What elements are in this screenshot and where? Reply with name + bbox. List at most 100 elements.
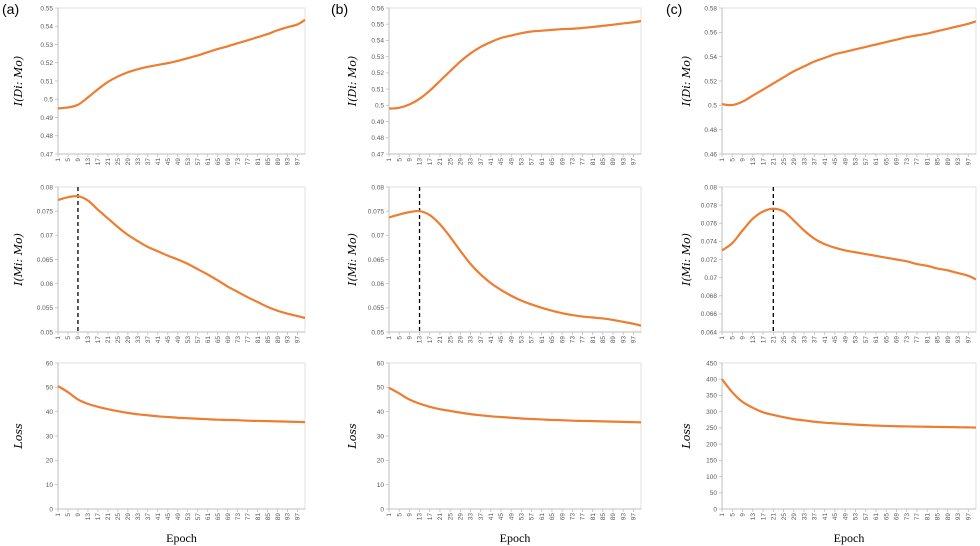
x-tick-label: 29 [791, 336, 798, 344]
x-tick-label: 73 [904, 336, 911, 344]
y-axis-label: I(Mi: Mo) [12, 233, 25, 287]
y-tick-label: 0 [380, 506, 384, 513]
x-tick-label: 5 [396, 513, 403, 517]
y-tick-label: 0.53 [371, 54, 384, 61]
y-tick-label: 0.54 [40, 24, 53, 31]
y-tick-label: 0.07 [371, 233, 384, 240]
x-tick-label: 85 [600, 158, 607, 166]
x-tick-label: 97 [295, 336, 302, 344]
x-tick-label: 65 [883, 158, 890, 166]
x-tick-label: 45 [498, 336, 505, 344]
y-axis-label: Loss [346, 423, 359, 450]
x-tick-label: 69 [225, 158, 232, 166]
x-tick-label: 37 [812, 513, 819, 521]
x-tick-label: 53 [853, 513, 860, 521]
panel-label: (c) [666, 1, 682, 17]
x-tick-label: 45 [832, 513, 839, 521]
y-tick-label: 100 [706, 474, 717, 481]
x-tick-label: 65 [883, 513, 890, 521]
series-line-imimo [57, 194, 306, 320]
x-tick-label: 73 [904, 513, 911, 521]
x-tick-label: 45 [832, 158, 839, 166]
x-tick-label: 1 [386, 336, 393, 340]
x-tick-label: 13 [85, 158, 92, 166]
y-tick-label: 0.56 [704, 30, 717, 37]
x-tick-label: 89 [945, 336, 952, 344]
x-tick-label: 89 [610, 158, 617, 166]
plot-frame [721, 362, 977, 510]
x-tick-label: 57 [195, 158, 202, 166]
x-tick-label: 5 [65, 158, 72, 162]
x-tick-label: 21 [771, 336, 778, 344]
y-tick-label: 10 [46, 482, 54, 489]
x-tick-label: 5 [729, 158, 736, 162]
x-tick-label: 77 [580, 513, 587, 521]
x-tick-label: 9 [75, 158, 82, 162]
x-tick-label: 61 [539, 513, 546, 521]
y-tick-label: 0.46 [704, 151, 717, 158]
x-tick-label: 57 [863, 336, 870, 344]
x-tick-label: 97 [966, 336, 973, 344]
y-tick-label: 200 [706, 441, 717, 448]
x-tick-label: 1 [719, 513, 726, 517]
x-tick-label: 33 [801, 336, 808, 344]
y-tick-label: 0.55 [371, 22, 384, 29]
x-tick-label: 93 [285, 336, 292, 344]
x-tick-label: 61 [205, 513, 212, 521]
x-tick-label: 41 [822, 336, 829, 344]
x-tick-label: 89 [610, 336, 617, 344]
series-line-idimo [57, 18, 306, 110]
x-tick-label: 25 [781, 158, 788, 166]
x-tick-label: 41 [155, 513, 162, 521]
x-tick-label: 25 [447, 336, 454, 344]
x-tick-label: 85 [265, 336, 272, 344]
series-line-idimo [388, 19, 642, 110]
x-tick-label: 73 [904, 158, 911, 166]
x-tick-label: 69 [559, 158, 566, 166]
x-tick-label: 13 [750, 513, 757, 521]
x-tick-label: 29 [791, 513, 798, 521]
y-tick-label: 20 [377, 458, 385, 465]
x-tick-label: 77 [914, 158, 921, 166]
plot-frame [388, 186, 642, 333]
x-tick-label: 57 [529, 336, 536, 344]
x-tick-label: 33 [135, 336, 142, 344]
y-axis-label: I(Di: Mo) [680, 56, 693, 107]
y-tick-label: 0.58 [704, 5, 717, 12]
y-tick-label: 0.08 [40, 184, 53, 191]
y-tick-label: 0.05 [371, 329, 384, 336]
x-tick-label: 29 [791, 158, 798, 166]
x-tick-label: 57 [529, 158, 536, 166]
x-tick-label: 33 [468, 513, 475, 521]
y-tick-label: 30 [377, 433, 385, 440]
x-axis-label: Epoch [166, 531, 197, 545]
x-tick-label: 53 [519, 513, 526, 521]
chart-panel-5: 0.05 0.055 0.06 0.065 0.07 0.075 0.08 1 5 9 13 17 21… [346, 184, 642, 344]
x-tick-label: 1 [55, 158, 62, 162]
panel-label: (b) [331, 1, 348, 17]
x-tick-label: 29 [457, 336, 464, 344]
y-tick-label: 0.08 [371, 184, 384, 191]
x-tick-label: 21 [771, 158, 778, 166]
x-tick-label: 73 [569, 336, 576, 344]
y-tick-label: 0.5 [375, 103, 384, 110]
series-line-loss [57, 385, 306, 424]
x-tick-label: 9 [740, 158, 747, 162]
x-tick-label: 13 [750, 336, 757, 344]
series-line-idimo [721, 20, 977, 107]
x-tick-label: 41 [822, 513, 829, 521]
x-tick-label: 1 [55, 513, 62, 517]
y-axis-label: Loss [12, 423, 25, 450]
x-tick-label: 69 [559, 336, 566, 344]
y-axis-label: I(Di: Mo) [346, 56, 359, 107]
x-tick-label: 17 [427, 336, 434, 344]
x-tick-label: 37 [812, 336, 819, 344]
x-tick-label: 17 [95, 158, 102, 166]
x-tick-label: 85 [265, 158, 272, 166]
chart-panel-4: 0.47 0.48 0.49 0.5 0.51 0.52 0.53 0.54 0.55 0.56 1… [331, 1, 642, 166]
x-tick-label: 25 [781, 336, 788, 344]
x-tick-label: 69 [225, 336, 232, 344]
plot-frame [57, 7, 306, 155]
x-tick-label: 73 [235, 158, 242, 166]
x-tick-label: 81 [255, 513, 262, 521]
